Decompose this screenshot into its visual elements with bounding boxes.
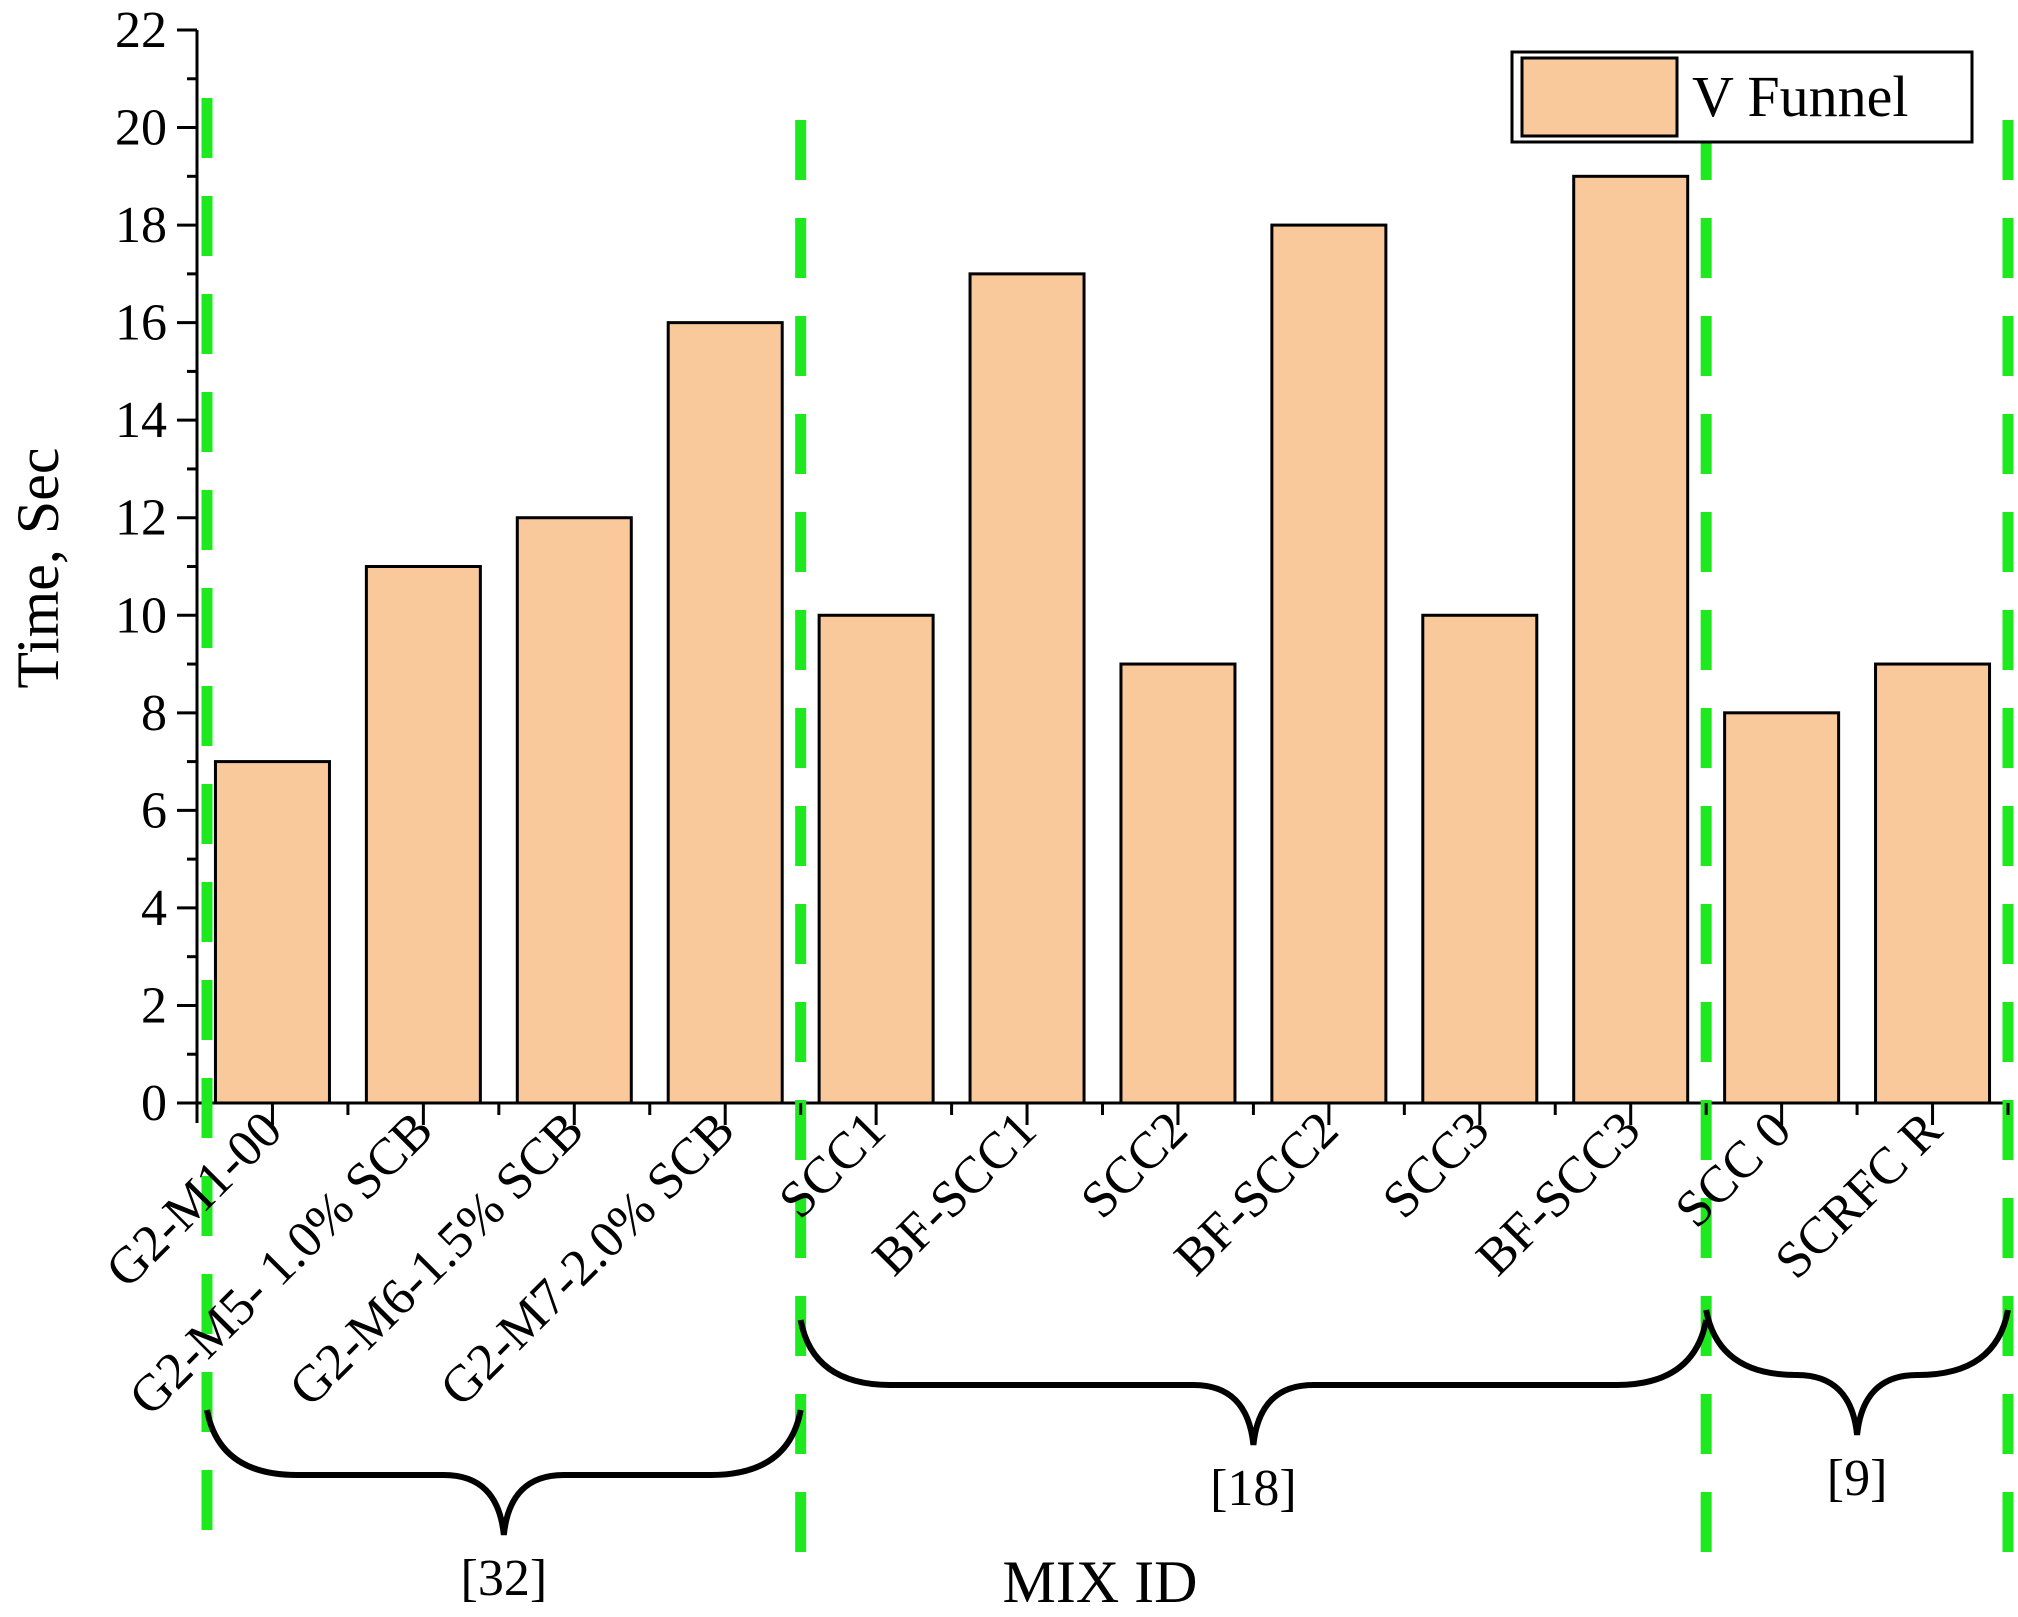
y-tick-label: 12 <box>115 490 167 547</box>
bar <box>666 321 784 1105</box>
bar <box>1119 662 1237 1105</box>
bar <box>817 613 935 1105</box>
x-tick-label: BF-SCC2 <box>1164 1101 1349 1286</box>
y-axis-title: Time, Sec <box>5 447 71 688</box>
x-axis-title: MIX ID <box>1003 1549 1198 1615</box>
bar <box>515 516 633 1105</box>
bar <box>213 760 331 1105</box>
legend-label: V Funnel <box>1692 64 1908 129</box>
bar <box>364 565 482 1105</box>
legend: V Funnel <box>1510 50 1974 144</box>
bar <box>968 272 1086 1105</box>
group-brace <box>204 1409 804 1536</box>
y-tick-label: 2 <box>141 977 167 1034</box>
y-tick-label: 18 <box>115 197 167 254</box>
bar <box>1723 711 1841 1105</box>
bar <box>1874 662 1992 1105</box>
y-tick-label: 6 <box>141 782 167 839</box>
bar <box>1270 223 1388 1105</box>
group-reference-label: [32] <box>461 1550 548 1607</box>
y-tick-label: 0 <box>141 1075 167 1132</box>
y-tick-label: 4 <box>141 880 167 937</box>
y-tick-label: 14 <box>115 392 167 449</box>
group-braces: [32] [18] [9] <box>204 1309 2011 1607</box>
group-reference-label: [18] <box>1210 1460 1297 1517</box>
y-tick-label: 10 <box>115 587 167 644</box>
x-tick-label: BF-SCC1 <box>862 1101 1047 1286</box>
y-tick-label: 20 <box>115 100 167 157</box>
bar <box>1572 174 1690 1105</box>
group-brace <box>797 1319 1710 1446</box>
y-tick-label: 16 <box>115 295 167 352</box>
legend-swatch <box>1520 56 1679 138</box>
x-tick-label: SCRFC R <box>1765 1101 1954 1290</box>
x-tick-label: BF-SCC3 <box>1466 1101 1651 1286</box>
group-brace <box>1703 1309 2011 1436</box>
y-axis-ticks: 0 2 4 6 8 10 12 14 16 18 20 22 <box>115 2 197 1132</box>
bar <box>1421 613 1539 1105</box>
group-reference-label: [9] <box>1827 1450 1888 1507</box>
bars <box>213 174 1992 1105</box>
x-tick-label: SCC 0 <box>1665 1101 1802 1238</box>
y-tick-label: 22 <box>115 2 167 59</box>
y-tick-label: 8 <box>141 685 167 742</box>
